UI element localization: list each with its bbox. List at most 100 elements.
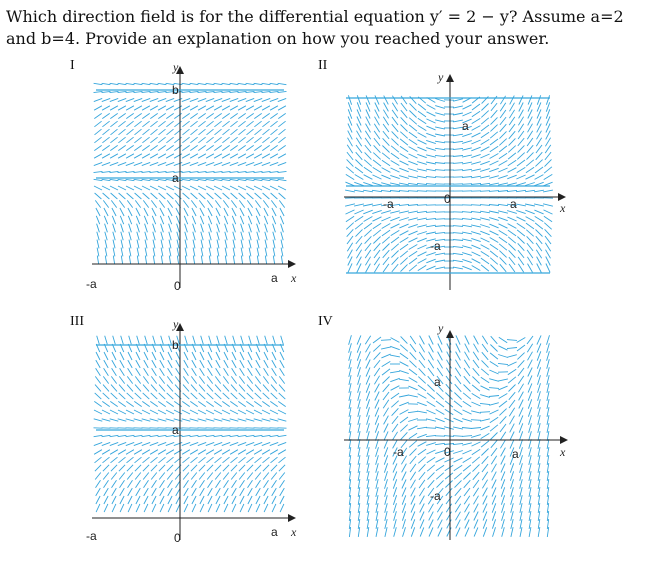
slope-segment [366, 415, 370, 425]
slope-segment [190, 192, 198, 200]
slope-segment [417, 110, 427, 118]
slope-segment [374, 423, 380, 433]
slope-segment [372, 174, 382, 180]
slope-segment [246, 136, 254, 144]
slope-segment [221, 409, 231, 415]
slope-segment [364, 335, 372, 345]
slope-segment [264, 247, 268, 257]
slope-segment [355, 137, 363, 147]
slope-segment [189, 434, 199, 438]
slope-segment [526, 335, 534, 345]
slope-segment [545, 249, 551, 259]
slope-segment [118, 464, 126, 472]
slope-segment [381, 167, 391, 173]
slope-segment [118, 192, 126, 200]
slope-segment [357, 406, 361, 418]
slope-segment [528, 487, 532, 497]
slope-segment [381, 159, 391, 167]
slope-segment [245, 409, 255, 415]
slope-segment [357, 511, 361, 521]
slope-segment [480, 440, 490, 448]
slope-segment [537, 487, 541, 497]
slope-segment [479, 418, 491, 422]
slope-segment [110, 456, 118, 464]
tick-label-neg-a-y: -a [430, 239, 441, 253]
slope-segment [157, 161, 167, 167]
slope-segment [355, 159, 363, 167]
slope-segment [143, 503, 149, 513]
slope-segment [151, 503, 157, 513]
slope-segment [491, 487, 497, 497]
slope-segment [277, 90, 287, 94]
slope-segment [175, 207, 181, 217]
slope-segment [544, 228, 552, 238]
slope-segment [345, 209, 355, 215]
slope-segment [152, 335, 156, 345]
slope-segment [471, 265, 481, 271]
slope-segment [357, 447, 361, 457]
slope-segment [372, 344, 382, 352]
slope-segment [264, 231, 268, 241]
slope-segment [518, 102, 524, 112]
slope-segment [481, 360, 489, 368]
slope-segment [214, 456, 222, 464]
slope-segment [142, 464, 150, 472]
slope-segment [470, 210, 482, 214]
slope-segment [277, 418, 287, 422]
slope-segment [127, 351, 133, 361]
slope-segment [277, 185, 287, 191]
slope-segment [270, 464, 278, 472]
slope-segment [263, 367, 269, 377]
slope-segment [384, 487, 388, 497]
slope-segment [527, 256, 533, 266]
slope-segment [120, 239, 124, 249]
direction-field-panel-2: y x -a 0 a a -a [344, 70, 566, 290]
panel-3-label: III [70, 314, 84, 329]
slope-segment [383, 439, 389, 449]
slope-segment [381, 346, 391, 350]
slope-segment [528, 471, 532, 481]
slope-segment [462, 125, 472, 131]
slope-segment [356, 109, 362, 119]
slope-segment [197, 441, 207, 447]
slope-segment [150, 145, 158, 151]
slope-segment [150, 192, 158, 200]
slope-segment [399, 210, 409, 214]
slope-segment [278, 192, 286, 200]
slope-segment [95, 359, 101, 369]
slope-segment [181, 178, 191, 182]
slope-segment [490, 109, 498, 119]
slope-segment [356, 343, 362, 353]
slope-segment [537, 479, 541, 489]
slope-segment [507, 182, 517, 186]
slope-segment [489, 167, 499, 173]
slope-segment [436, 503, 444, 513]
slope-segment [390, 152, 400, 160]
slope-segment [96, 247, 100, 257]
slope-segment [248, 255, 252, 265]
slope-segment [136, 255, 140, 265]
slope-segment [526, 137, 534, 147]
slope-segment [418, 471, 426, 481]
slope-segment [527, 375, 533, 385]
slope-segment [158, 192, 166, 200]
slope-segment [348, 455, 352, 465]
slope-segment [499, 123, 507, 133]
slope-segment [143, 207, 149, 217]
slope-segment [364, 144, 372, 154]
slope-segment [399, 409, 409, 415]
slope-segment [175, 351, 181, 361]
slope-segment [128, 255, 132, 265]
slope-segment [200, 239, 204, 249]
slope-segment [269, 170, 279, 174]
slope-segment [399, 153, 409, 159]
slope-segment [400, 102, 408, 112]
slope-segment [95, 495, 101, 505]
slope-segment [507, 159, 517, 167]
slope-segment [375, 447, 379, 457]
slope-segment [158, 456, 166, 464]
slope-segment [382, 116, 390, 126]
slope-segment [454, 495, 462, 505]
slope-segment [151, 367, 157, 377]
slope-segment [346, 235, 354, 245]
